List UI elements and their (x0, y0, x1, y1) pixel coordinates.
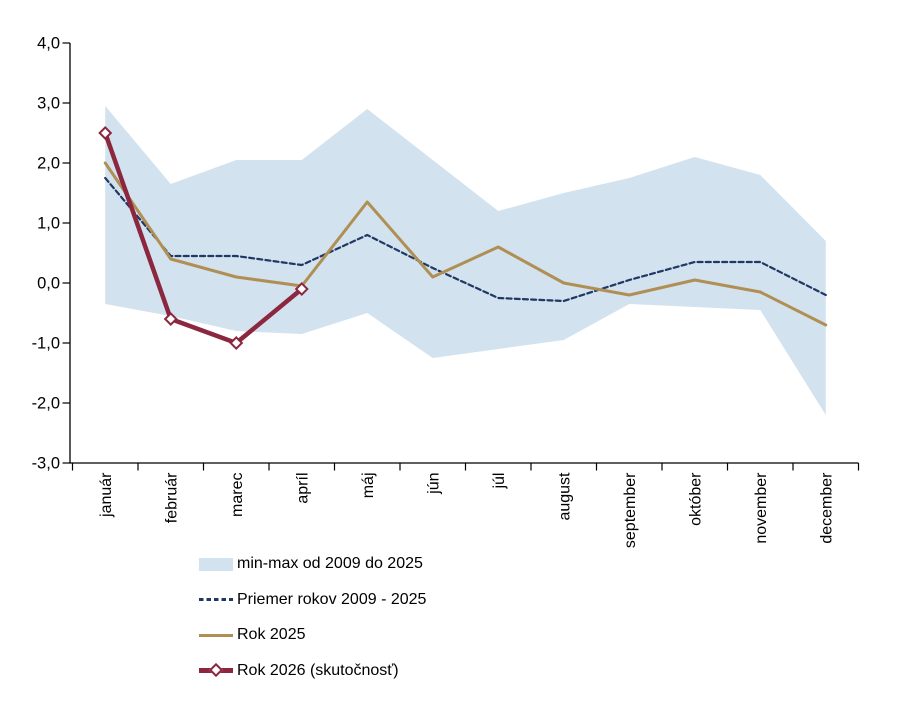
legend-item-minmax-band: min-max od 2009 do 2025 (199, 553, 426, 575)
legend-item-2025: Rok 2025 (199, 624, 426, 646)
x-category-label: január (98, 472, 115, 518)
legend-label-2026: Rok 2026 (skutočnosť) (237, 661, 399, 679)
series-line-1 (103, 161, 828, 327)
x-category-label: marec (229, 473, 246, 517)
x-category-label: september (622, 472, 639, 548)
diamond-marker (229, 335, 244, 351)
y-tick-label: 1,0 (37, 215, 60, 233)
legend-label-average: Priemer rokov 2009 - 2025 (237, 590, 427, 608)
y-tick-label: 2,0 (37, 155, 60, 173)
x-category-label: november (753, 472, 770, 544)
x-category-label: december (818, 472, 835, 544)
x-category-label: júl (491, 473, 508, 490)
series-line-2 (103, 130, 304, 346)
chart-legend: min-max od 2009 do 2025 Priemer rokov 20… (199, 553, 426, 695)
y-tick-label: 4,0 (37, 35, 60, 53)
legend-item-average: Priemer rokov 2009 - 2025 (199, 589, 426, 611)
x-category-label: august (556, 472, 573, 521)
x-category-label: február (163, 472, 180, 523)
series-line-0 (104, 176, 827, 303)
x-category-label: október (687, 472, 704, 526)
y-tick-label: -3,0 (32, 455, 60, 473)
legend-label-2025: Rok 2025 (237, 626, 306, 643)
average-dashed-swatch (199, 598, 233, 601)
y-tick-label: -2,0 (32, 395, 60, 413)
legend-item-2026: Rok 2026 (skutočnosť) (199, 660, 426, 682)
diamond-marker (294, 281, 309, 297)
y-tick-label: 3,0 (37, 95, 60, 113)
diamond-marker (163, 311, 178, 327)
legend-label-minmax: min-max od 2009 do 2025 (237, 555, 423, 572)
diamond-marker-icon (208, 663, 224, 678)
minmax-band-swatch (199, 557, 233, 571)
diamond-marker (98, 125, 113, 141)
year-2026-line-swatch (199, 663, 233, 678)
x-category-label: jún (425, 473, 442, 495)
x-category-label: máj (360, 473, 377, 499)
year-2025-line-swatch (199, 633, 233, 637)
y-tick-label: -1,0 (32, 335, 60, 353)
x-category-label: apríl (294, 473, 311, 504)
y-tick-label: 0,0 (37, 275, 60, 293)
